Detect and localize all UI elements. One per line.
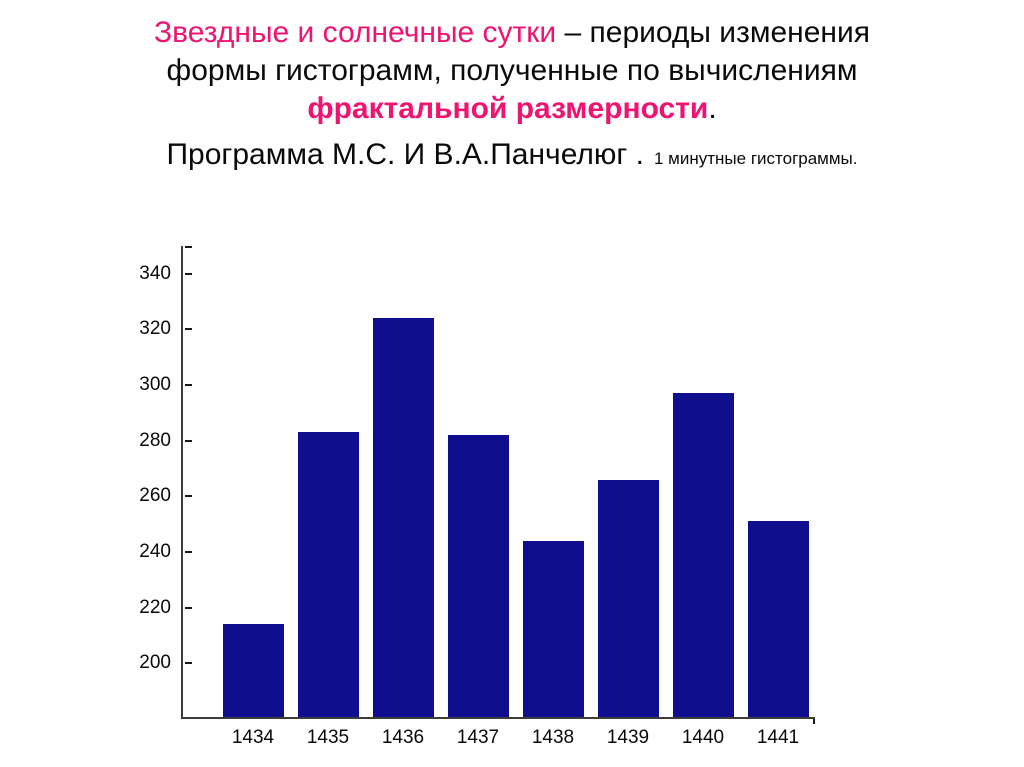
bar-1434 — [222, 624, 284, 717]
title-line-2-text: формы гистограмм, полученные по вычислен… — [166, 54, 858, 87]
histogram-note-text: 1 минутные гистограммы. — [654, 149, 858, 168]
x-axis-label: 1439 — [606, 727, 650, 748]
x-axis-label: 1436 — [381, 727, 425, 748]
bar-1437 — [447, 435, 509, 717]
bar-1436 — [372, 318, 434, 717]
y-tick-label: 260 — [139, 485, 171, 507]
title-line-2: формы гистограмм, полученные по вычислен… — [0, 52, 1024, 90]
title-line-1-highlight: Звездные и солнечные сутки — [154, 16, 557, 49]
title-line-3-highlight: фрактальной размерности — [307, 92, 709, 125]
title-line-4: Программа М.С. И В.А.Панчелюг . 1 минутны… — [0, 136, 1024, 178]
y-tick — [185, 551, 192, 554]
y-tick — [185, 384, 192, 387]
bar-1439 — [597, 479, 659, 717]
y-tick — [185, 606, 192, 609]
y-axis — [181, 246, 183, 719]
y-tick-label: 300 — [139, 374, 171, 396]
y-tick-label: 240 — [139, 541, 171, 563]
y-tick — [185, 495, 192, 498]
program-credit-text: Программа М.С. И В.А.Панчелюг . — [166, 138, 644, 171]
y-tick — [185, 662, 192, 665]
plot-area: 1434 1435 1436 1437 1438 1439 1440 1441 200 220 24… — [139, 246, 815, 748]
y-tick-label: 340 — [139, 262, 171, 284]
bar-1438 — [522, 540, 584, 717]
title-line-3: фрактальной размерности. — [0, 90, 1024, 128]
y-tick-label: 220 — [139, 596, 171, 618]
slide-title: Звездные и солнечные сутки – периоды изм… — [0, 14, 1024, 178]
title-line-1: Звездные и солнечные сутки – периоды изм… — [0, 14, 1024, 52]
bar-1440 — [672, 393, 734, 717]
x-axis-label: 1438 — [531, 727, 575, 748]
y-tick-label: 280 — [139, 429, 171, 451]
y-tick-label: 320 — [139, 318, 171, 340]
title-line-3-period: . — [708, 92, 717, 125]
x-axis-label: 1441 — [756, 727, 800, 748]
y-tick — [185, 439, 192, 442]
title-line-1-rest: – периоды изменения — [556, 16, 870, 49]
y-axis-top-tick — [185, 246, 192, 248]
x-axis-label: 1435 — [306, 727, 350, 748]
x-axis-label: 1440 — [681, 727, 725, 748]
y-tick — [185, 328, 192, 331]
y-tick — [185, 272, 192, 275]
y-tick-label: 200 — [139, 652, 171, 674]
x-axis-label: 1434 — [231, 727, 275, 748]
x-axis-end-tick — [813, 719, 815, 724]
x-axis — [181, 717, 815, 719]
bar-1435 — [297, 432, 359, 717]
bar-1441 — [747, 521, 809, 717]
x-axis-label: 1437 — [456, 727, 500, 748]
